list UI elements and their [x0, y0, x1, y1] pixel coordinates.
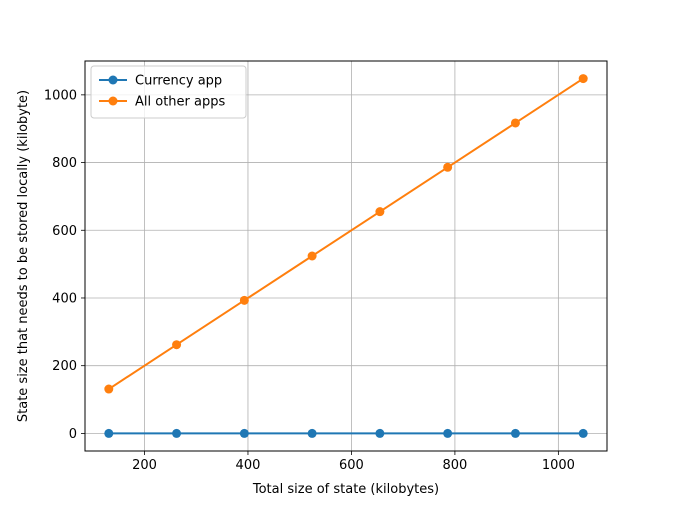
currency-app-point	[239, 428, 249, 438]
x-tick-label: 200	[132, 458, 157, 473]
all-other-apps-point	[239, 295, 249, 305]
grid-lines	[85, 61, 607, 451]
currency-app-point	[578, 428, 588, 438]
currency-app-point	[375, 428, 385, 438]
y-tick-label: 200	[52, 359, 77, 374]
all-other-apps-point	[172, 340, 182, 350]
all-other-apps-point	[578, 74, 588, 84]
currency-app-point	[172, 428, 182, 438]
y-axis-label: State size that needs to be stored local…	[16, 90, 31, 422]
y-tick-label: 0	[69, 427, 77, 442]
all-other-apps-point	[307, 251, 317, 261]
x-tick-label: 600	[339, 458, 364, 473]
currency-app-point	[307, 428, 317, 438]
all-other-apps-point	[443, 162, 453, 172]
currency-app-point	[443, 428, 453, 438]
legend-marker-currency-app	[108, 75, 118, 85]
all-other-apps-line	[108, 77, 584, 390]
y-tick-label: 600	[52, 224, 77, 239]
all-other-apps-point	[375, 207, 385, 217]
x-tick-label: 400	[236, 458, 261, 473]
legend: Currency app All other apps	[90, 65, 247, 119]
currency-app-point	[510, 428, 520, 438]
currency-app-point	[104, 428, 114, 438]
legend-marker-all-other-apps	[108, 96, 118, 106]
x-tick-label: 800	[442, 458, 467, 473]
y-tick-label: 1000	[44, 88, 77, 103]
x-tick-label: 1000	[542, 458, 575, 473]
all-other-apps-point	[510, 118, 520, 128]
plot-series	[104, 74, 588, 438]
legend-box	[90, 65, 247, 119]
x-axis-label: Total size of state (kilobytes)	[252, 482, 439, 497]
legend-label-all-other-apps: All other apps	[135, 95, 225, 110]
plot-frame	[84, 60, 608, 452]
legend-label-currency-app: Currency app	[135, 74, 222, 89]
all-other-apps-point	[104, 384, 114, 394]
axis-ticks: 200 400 600 800 1000 0 200 400 600 800 1000	[44, 88, 575, 473]
y-tick-label: 800	[52, 156, 77, 171]
y-tick-label: 400	[52, 291, 77, 306]
